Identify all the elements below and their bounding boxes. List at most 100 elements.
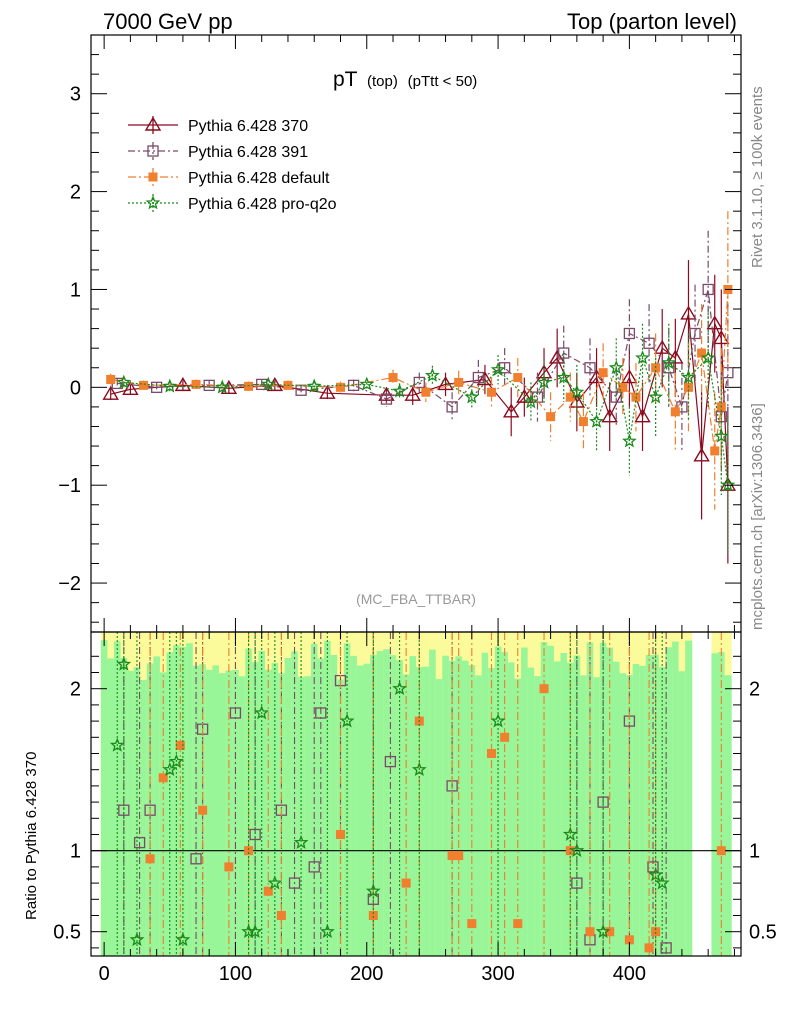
ratio-point xyxy=(129,932,145,947)
ratio-band-inner xyxy=(507,662,515,956)
x-tick-label: 400 xyxy=(613,963,646,985)
ratio-point xyxy=(647,861,659,873)
data-point xyxy=(689,327,701,340)
legend-marker xyxy=(144,116,162,131)
ratio-point xyxy=(539,684,549,694)
y-tick-label: 2 xyxy=(70,182,81,204)
ratio-point xyxy=(276,911,286,920)
data-point xyxy=(476,371,494,386)
data-point xyxy=(191,379,201,389)
series-line xyxy=(110,289,729,451)
ratio-band-inner xyxy=(113,641,122,956)
data-point xyxy=(392,383,407,398)
mcplots-label: mcplots.cern.ch [arXiv:1306.3436] xyxy=(749,403,766,630)
data-point xyxy=(487,387,497,397)
ratio-uncertainty-bands xyxy=(100,632,732,956)
legend-marker xyxy=(147,145,159,157)
data-point xyxy=(546,412,556,422)
data-point xyxy=(162,378,178,393)
data-point xyxy=(380,393,393,405)
ratio-band-inner xyxy=(343,643,351,956)
ratio-band-inner xyxy=(514,678,522,956)
ratio-point xyxy=(308,861,320,873)
ratio-band-inner xyxy=(133,667,141,956)
legend-label: Pythia 6.428 370 xyxy=(188,118,308,135)
ratio-band-inner xyxy=(534,676,542,956)
ratio-point xyxy=(109,737,125,752)
y-tick-label: −2 xyxy=(58,573,81,595)
ratio-point xyxy=(335,830,345,839)
data-point xyxy=(618,382,628,392)
ratio-y-tick-label: 2 xyxy=(70,679,81,701)
data-point xyxy=(621,369,638,384)
ratio-band-inner xyxy=(639,665,647,956)
x-tick-label: 300 xyxy=(481,963,514,985)
ratio-point xyxy=(660,942,672,954)
ratio-point xyxy=(145,854,155,864)
ratio-point xyxy=(569,842,585,858)
data-point xyxy=(681,369,696,384)
legend-marker xyxy=(145,195,161,210)
data-point xyxy=(720,477,736,492)
ratio-point xyxy=(562,826,578,841)
data-point xyxy=(667,349,684,364)
main-plot-layer xyxy=(102,211,737,564)
ratio-band-inner xyxy=(330,654,338,956)
ratio-band-inner xyxy=(140,679,148,956)
ratio-point xyxy=(320,923,335,939)
ratio-point xyxy=(411,761,427,777)
ratio-band-inner xyxy=(127,670,135,956)
ratio-series-pythia-6-428-pro-q2o xyxy=(109,632,670,956)
data-point xyxy=(578,417,588,427)
data-point xyxy=(676,401,688,413)
ratio-y-tick-label: 0.5 xyxy=(53,922,81,944)
ratio-band-inner xyxy=(521,647,529,956)
plot-title-main: pT xyxy=(333,68,358,91)
ratio-point xyxy=(158,773,168,783)
data-point xyxy=(523,394,539,409)
x-tick-label: 0 xyxy=(99,963,110,985)
ratio-band-inner xyxy=(120,657,128,956)
plot-title: pT (top) (pTtt < 50) xyxy=(333,68,477,91)
data-point xyxy=(404,386,421,401)
legend-marker xyxy=(148,172,158,182)
ratio-y-tick-label-right: 0.5 xyxy=(749,922,777,944)
data-point xyxy=(437,376,454,391)
ratio-point xyxy=(224,862,234,872)
ratio-point xyxy=(168,753,184,768)
ratio-band-inner xyxy=(389,655,397,956)
data-point xyxy=(702,283,714,296)
ratio-band-inner xyxy=(547,645,555,956)
data-point xyxy=(513,373,523,383)
ratio-point xyxy=(595,923,611,939)
data-point xyxy=(335,382,345,392)
data-point xyxy=(556,369,572,384)
ratio-band-inner xyxy=(606,647,614,956)
y-tick-label: 0 xyxy=(70,377,81,399)
ratio-band-inner xyxy=(665,647,673,956)
data-point xyxy=(472,371,485,384)
ratio-point xyxy=(267,875,283,890)
ratio-band-inner xyxy=(612,661,621,956)
ratio-point xyxy=(644,943,654,953)
ratio-band-inner xyxy=(363,663,371,956)
ratio-band-inner xyxy=(376,651,384,956)
data-point xyxy=(490,361,506,377)
ratio-band-inner xyxy=(580,675,588,956)
ratio-point xyxy=(133,836,146,849)
series-pythia-6-428-pro-q2o xyxy=(116,309,736,554)
data-point xyxy=(643,337,655,349)
data-point xyxy=(589,413,605,428)
data-point xyxy=(244,381,254,391)
ratio-band-inner xyxy=(481,652,489,956)
data-point xyxy=(598,368,608,378)
ratio-band-inner xyxy=(356,665,364,956)
ratio-band-inner xyxy=(619,673,627,956)
series-pythia-6-428-370 xyxy=(102,260,737,564)
data-point xyxy=(516,388,533,403)
data-point xyxy=(116,374,132,389)
ratio-band-inner xyxy=(429,649,437,956)
ratio-band-inner xyxy=(212,665,220,956)
x-tick-label: 100 xyxy=(219,963,252,985)
